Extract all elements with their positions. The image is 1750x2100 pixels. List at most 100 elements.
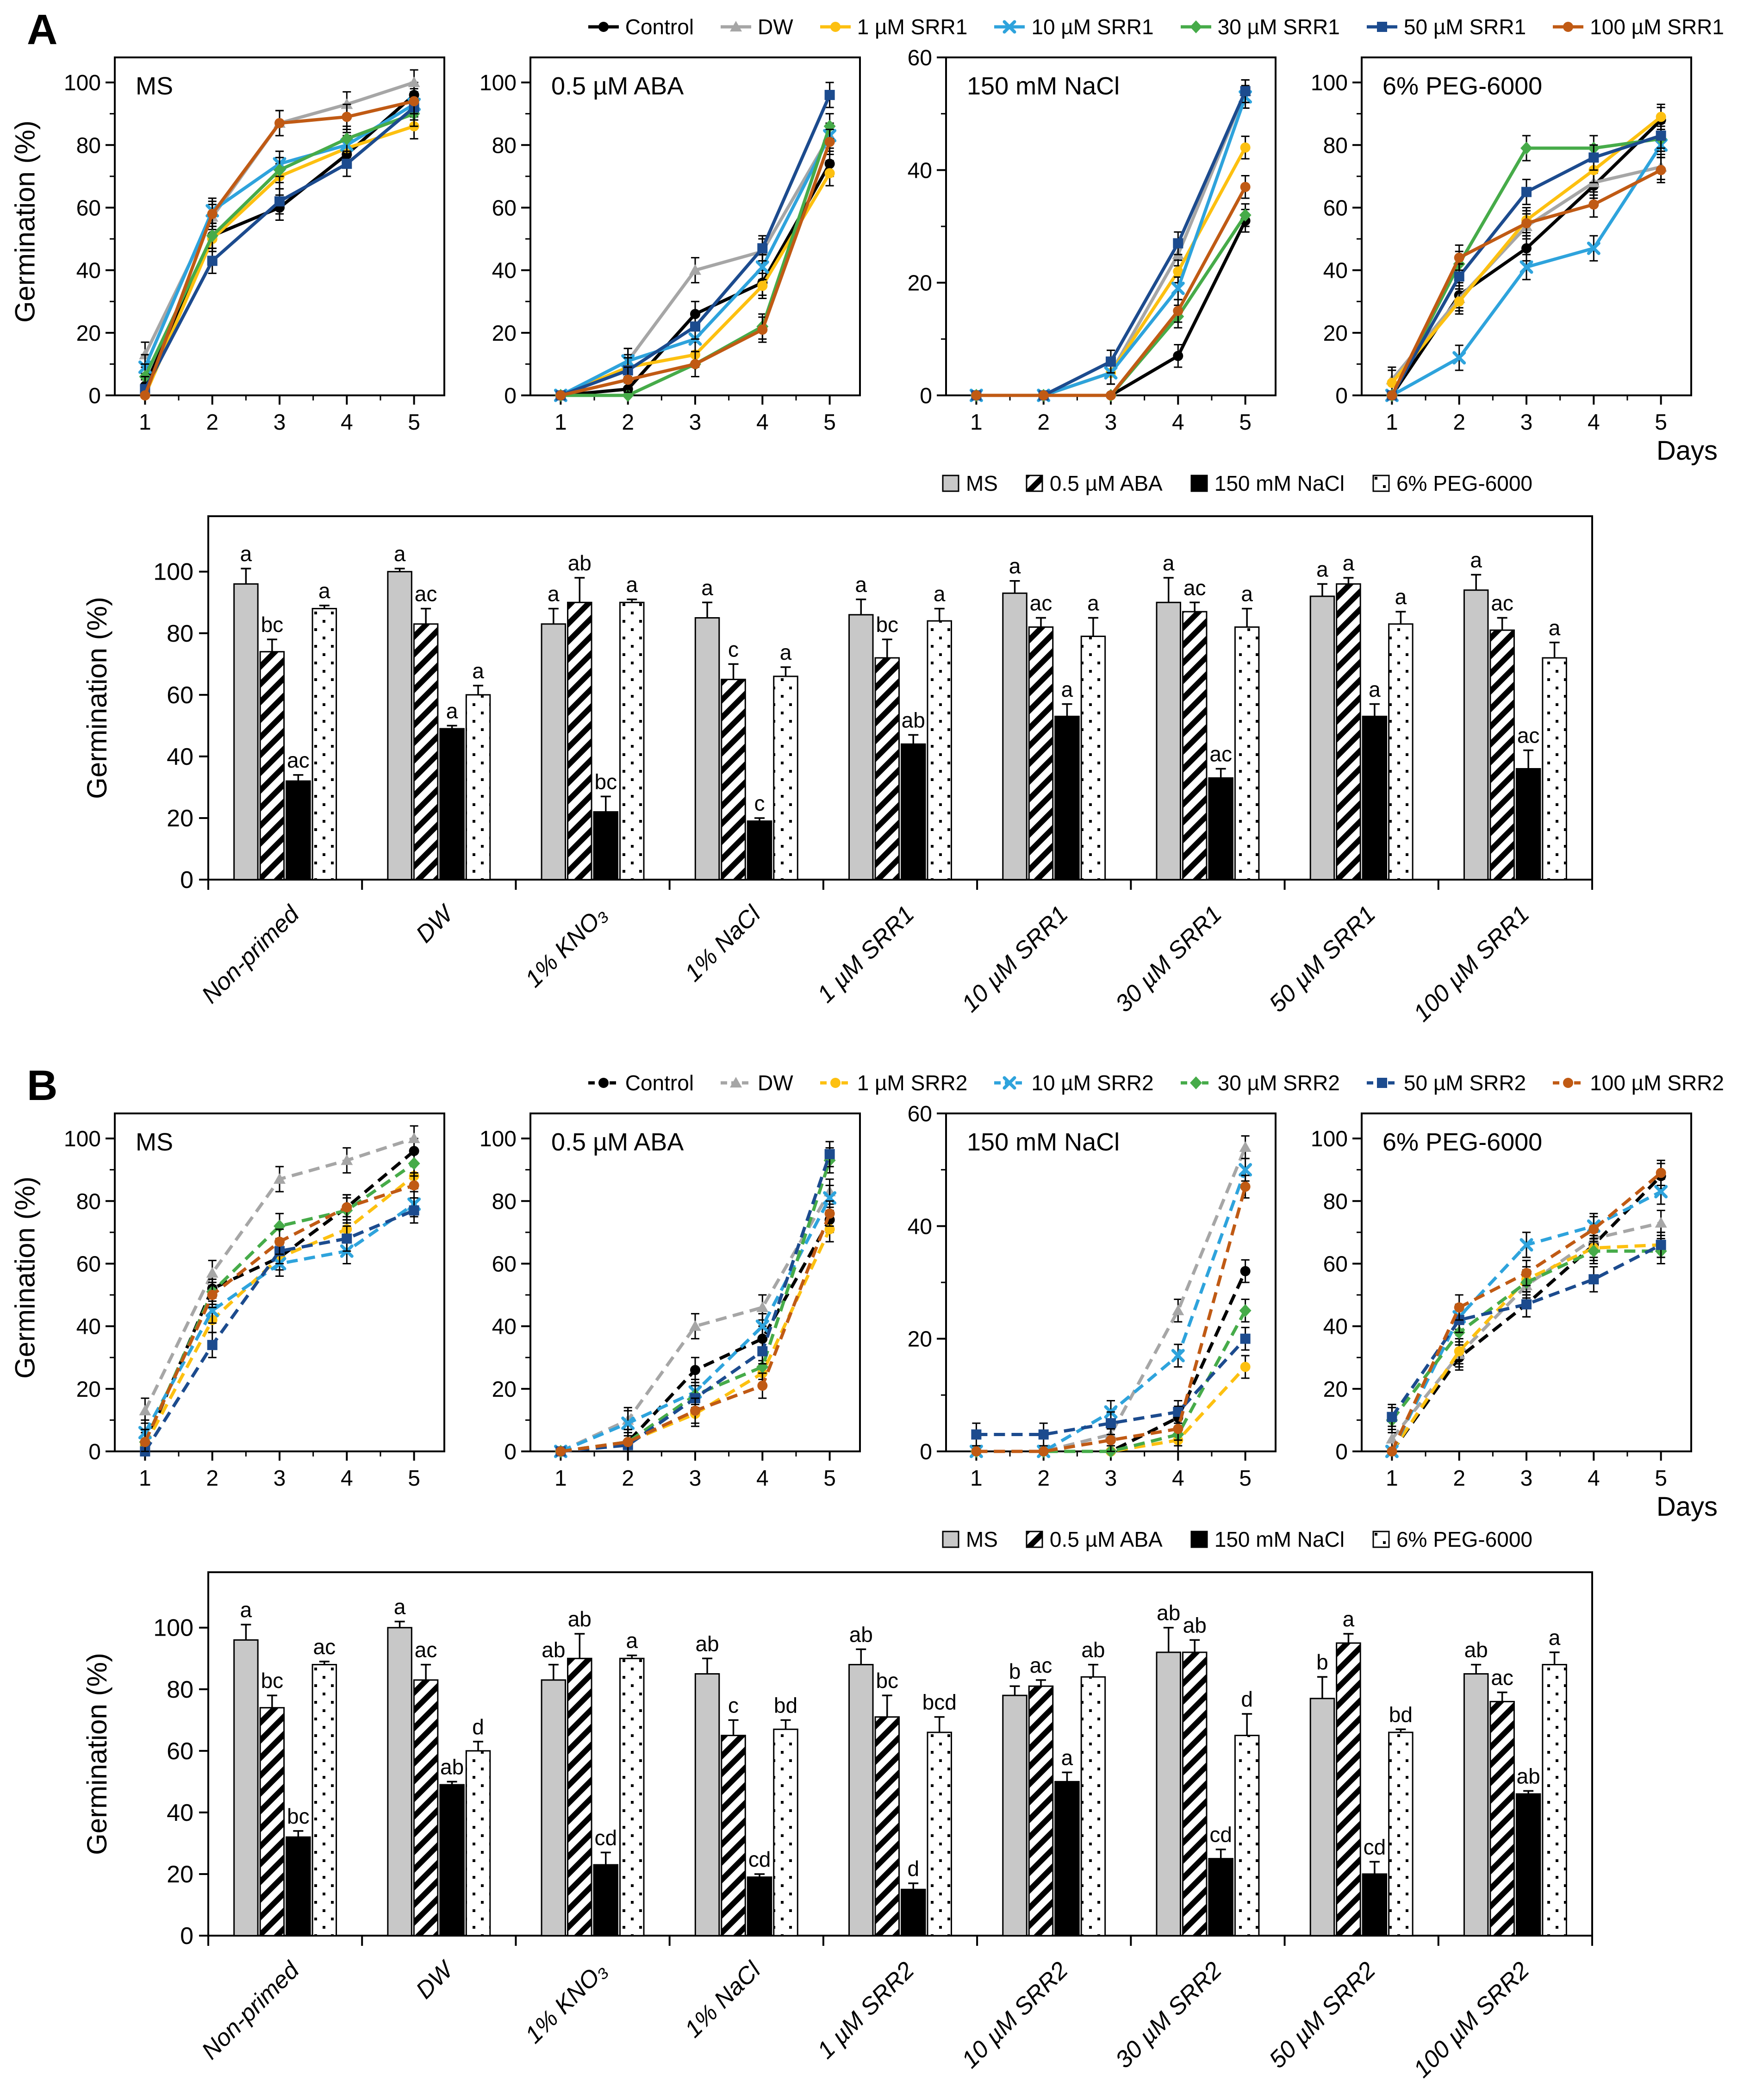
bar-legend-swatch-icon xyxy=(1026,1531,1043,1548)
svg-text:bc: bc xyxy=(876,612,898,637)
svg-text:d: d xyxy=(472,1715,484,1739)
svg-text:3: 3 xyxy=(689,1466,702,1491)
legend-label: MS xyxy=(965,471,998,495)
svg-text:a: a xyxy=(1009,554,1021,578)
svg-text:ab: ab xyxy=(902,708,925,732)
bar-legend-swatch-icon xyxy=(1372,1531,1390,1548)
svg-text:bcd: bcd xyxy=(922,1690,957,1714)
svg-text:ac: ac xyxy=(287,748,310,772)
legend-marker-icon xyxy=(588,22,619,32)
line-chart-a-peg: 0 20 40 60 80 100 1 2 3 4 5 6% PEG-6000 xyxy=(1311,56,1692,435)
svg-text:5: 5 xyxy=(1239,410,1252,435)
svg-text:100: 100 xyxy=(64,1127,101,1151)
svg-text:ab: ab xyxy=(542,1638,565,1662)
legend-marker-icon xyxy=(721,21,752,31)
legend-label: Control xyxy=(625,1071,694,1095)
svg-text:ab: ab xyxy=(849,1622,873,1646)
svg-text:60: 60 xyxy=(76,196,101,220)
svg-text:0: 0 xyxy=(88,1440,101,1464)
legend-marker-icon xyxy=(994,1076,1025,1090)
svg-text:0.5 µM ABA: 0.5 µM ABA xyxy=(551,1128,684,1156)
svg-text:Non-primed: Non-primed xyxy=(197,900,305,1009)
panel-b: B Control DW 1 µM SRR2 10 µM SRR2 30 µM SRR2… xyxy=(0,1056,1750,2100)
svg-text:5: 5 xyxy=(1655,410,1667,435)
legend-item-10-m-srr2: 10 µM SRR2 xyxy=(992,1070,1154,1095)
legend-item-100-m-srr2: 100 µM SRR2 xyxy=(1551,1070,1724,1095)
legend-marker-icon xyxy=(1553,22,1584,32)
svg-text:3: 3 xyxy=(1520,410,1533,435)
svg-text:0: 0 xyxy=(920,1440,932,1464)
svg-text:0: 0 xyxy=(88,384,101,408)
svg-text:bc: bc xyxy=(876,1669,898,1693)
svg-text:ac: ac xyxy=(313,1635,336,1659)
bar-legend-swatch-icon xyxy=(1026,475,1043,492)
panel-b-label: B xyxy=(27,1062,58,1109)
legend-item-1-m-srr1: 1 µM SRR1 xyxy=(818,14,967,39)
bar-legend-item-150-mm-nacl: 150 mM NaCl xyxy=(1190,471,1345,496)
svg-text:30 µM SRR2: 30 µM SRR2 xyxy=(1110,1956,1227,2073)
svg-text:100: 100 xyxy=(1311,1127,1348,1151)
svg-text:d: d xyxy=(1241,1687,1253,1711)
line-legend-a: Control DW 1 µM SRR1 10 µM SRR1 30 µM SRR1 50… xyxy=(0,4,1750,44)
svg-text:c: c xyxy=(728,1693,739,1717)
svg-text:30 µM SRR1: 30 µM SRR1 xyxy=(1110,900,1227,1017)
svg-text:5: 5 xyxy=(1239,1466,1252,1491)
bar-legend-item-ms: MS xyxy=(941,471,998,496)
svg-text:10 µM SRR2: 10 µM SRR2 xyxy=(957,1956,1073,2073)
svg-text:2: 2 xyxy=(622,410,634,435)
bar-legend-swatch-icon xyxy=(942,475,959,492)
svg-text:150 mM NaCl: 150 mM NaCl xyxy=(967,1128,1120,1156)
svg-text:ac: ac xyxy=(1517,724,1540,748)
svg-text:ac: ac xyxy=(1030,1653,1052,1677)
svg-text:3: 3 xyxy=(689,410,702,435)
svg-text:100: 100 xyxy=(480,71,517,95)
svg-text:MS: MS xyxy=(136,1128,173,1156)
bar-legend-item-6-peg-6000: 6% PEG-6000 xyxy=(1371,1527,1532,1552)
legend-marker-icon xyxy=(721,1077,752,1088)
svg-text:20: 20 xyxy=(1323,321,1348,346)
svg-text:60: 60 xyxy=(76,1252,101,1276)
legend-marker-icon xyxy=(1180,1076,1211,1089)
legend-label: 10 µM SRR2 xyxy=(1031,1071,1154,1095)
svg-text:c: c xyxy=(754,791,765,815)
svg-text:b: b xyxy=(1316,1650,1328,1674)
svg-text:2: 2 xyxy=(1037,1466,1050,1491)
bar-legend-a: MS 0.5 µM ABA 150 mM NaCl 6% PEG-6000 xyxy=(0,464,1750,500)
svg-text:3: 3 xyxy=(274,1466,286,1491)
svg-text:80: 80 xyxy=(1323,1189,1348,1214)
svg-text:4: 4 xyxy=(341,1466,353,1491)
svg-text:ac: ac xyxy=(1491,591,1513,615)
svg-text:bc: bc xyxy=(287,1804,310,1828)
svg-text:bc: bc xyxy=(261,1669,284,1693)
svg-text:1: 1 xyxy=(1386,1466,1398,1491)
svg-text:a: a xyxy=(1343,551,1355,575)
legend-item-10-m-srr1: 10 µM SRR1 xyxy=(992,14,1154,39)
svg-text:0: 0 xyxy=(920,384,932,408)
line-chart-b-ms: 0 20 40 60 80 100 1 2 3 4 5 MS xyxy=(64,1112,445,1491)
bar-legend-swatch-icon xyxy=(1190,1531,1208,1548)
svg-text:a: a xyxy=(446,699,458,723)
svg-text:a: a xyxy=(548,582,560,606)
svg-text:20: 20 xyxy=(492,321,517,346)
bar-legend-item-0-5-m-aba: 0.5 µM ABA xyxy=(1025,471,1163,496)
svg-text:100: 100 xyxy=(64,71,101,95)
legend-item-30-m-srr1: 30 µM SRR1 xyxy=(1179,14,1340,39)
svg-text:bd: bd xyxy=(774,1693,797,1717)
svg-text:0: 0 xyxy=(1335,1440,1348,1464)
svg-text:4: 4 xyxy=(1172,1466,1184,1491)
y-axis-label-b-lines: Germination (%) xyxy=(9,1176,41,1379)
svg-text:20: 20 xyxy=(76,321,101,346)
line-chart-a-aba: 0 20 40 60 80 100 1 2 3 4 5 0.5 µM ABA xyxy=(480,56,861,435)
svg-text:20: 20 xyxy=(908,271,932,296)
svg-text:ac: ac xyxy=(415,1638,437,1662)
line-chart-b-aba: 0 20 40 60 80 100 1 2 3 4 5 0.5 µM ABA xyxy=(480,1112,861,1491)
line-chart-row-a: Germination (%) 0 20 40 60 80 100 1 2 3 4 5 MS 0 20 4… xyxy=(0,44,1750,442)
svg-text:0: 0 xyxy=(504,384,517,408)
svg-text:20: 20 xyxy=(1323,1377,1348,1402)
svg-text:cd: cd xyxy=(748,1847,771,1871)
svg-text:a: a xyxy=(1549,1625,1561,1650)
svg-text:4: 4 xyxy=(1172,410,1184,435)
